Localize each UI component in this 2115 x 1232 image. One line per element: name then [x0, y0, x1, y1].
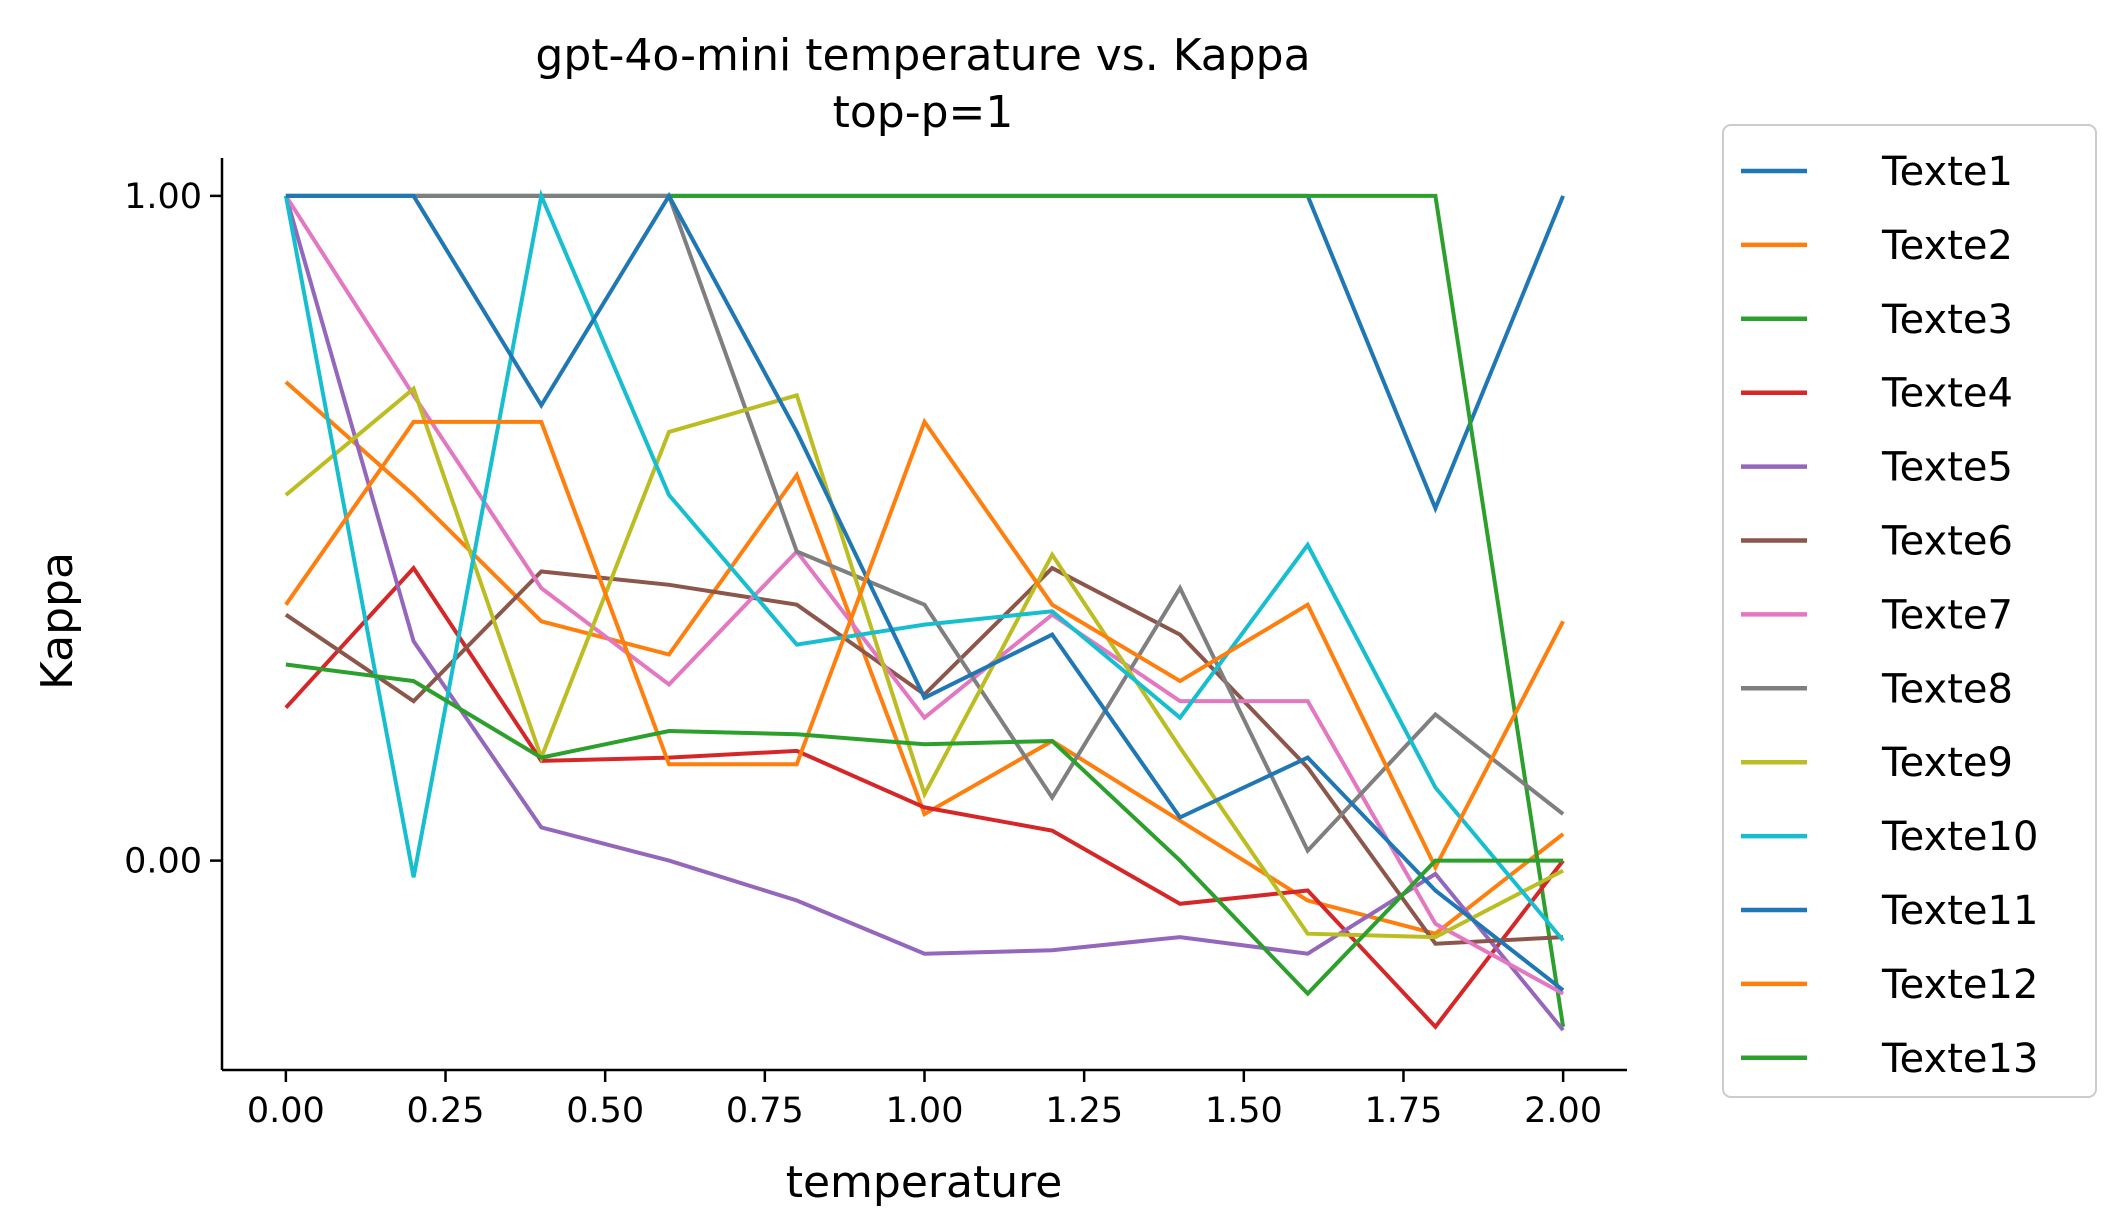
plot-lines [283, 189, 1566, 1032]
x-tick-label: 0.25 [407, 1091, 485, 1131]
x-ticks: 0.00 0.25 0.50 0.75 1.00 1.25 1.50 1.75 2.00 [247, 1070, 1602, 1131]
legend-label: Texte7 [1881, 592, 2013, 638]
legend-item: Texte1 [1741, 149, 2013, 195]
legend-item: Texte10 [1741, 814, 2038, 860]
series-line-texte7 [284, 194, 1565, 996]
x-tick-label: 0.75 [726, 1091, 804, 1131]
legend-label: Texte2 [1881, 223, 2013, 269]
legend-item: Texte4 [1741, 371, 2013, 417]
legend-frame [1722, 124, 2097, 1098]
legend-label: Texte8 [1881, 666, 2013, 712]
y-tick-label: 0.00 [124, 842, 202, 882]
legend-item: Texte6 [1741, 519, 2013, 565]
series-line-texte5 [283, 195, 1565, 1032]
legend-label: Texte1 [1881, 149, 2013, 195]
series-line-texte12 [284, 417, 1565, 872]
x-tick-label: 1.00 [886, 1091, 964, 1131]
series-line-texte11 [285, 191, 1565, 992]
x-tick-label: 2.00 [1524, 1091, 1602, 1131]
legend-item: Texte13 [1741, 1036, 2038, 1082]
x-tick-label: 0.00 [247, 1091, 325, 1131]
legend-label: Texte5 [1881, 445, 2013, 491]
legend-label: Texte9 [1881, 740, 2013, 786]
legend-item: Texte12 [1741, 962, 2038, 1008]
legend-label: Texte13 [1881, 1036, 2038, 1082]
x-tick-label: 0.50 [566, 1091, 644, 1131]
legend-item: Texte5 [1741, 445, 2013, 491]
legend-item: Texte9 [1741, 740, 2013, 786]
series-line-texte13 [285, 662, 1564, 997]
legend-item: Texte7 [1741, 592, 2013, 638]
legend-item: Texte3 [1741, 297, 2013, 343]
y-ticks: 0.00 1.00 [124, 177, 222, 882]
legend-label: Texte11 [1881, 888, 2038, 934]
legend: Texte1 Texte2 Texte3 Texte4 Texte5 Texte6 Text… [1722, 124, 2097, 1098]
legend-label: Texte6 [1881, 519, 2013, 565]
series-line-texte2 [284, 380, 1565, 936]
x-axis-label: temperature [786, 1157, 1063, 1208]
series-line-texte1 [285, 193, 1565, 514]
legend-label: Texte12 [1881, 962, 2038, 1008]
chart-subtitle: top-p=1 [833, 87, 1014, 138]
x-tick-label: 1.25 [1045, 1091, 1123, 1131]
legend-item: Texte2 [1741, 223, 2013, 269]
legend-label: Texte3 [1881, 297, 2013, 343]
series-line-texte3 [285, 193, 1566, 1028]
x-tick-label: 1.75 [1365, 1091, 1443, 1131]
chart-title: gpt-4o-mini temperature vs. Kappa [535, 30, 1310, 81]
legend-item: Texte8 [1741, 666, 2013, 712]
x-tick-label: 1.50 [1205, 1091, 1283, 1131]
series-line-texte9 [284, 385, 1565, 940]
y-tick-label: 1.00 [124, 177, 202, 217]
series-line-texte8 [285, 193, 1565, 855]
legend-label: Texte10 [1881, 814, 2038, 860]
legend-label: Texte4 [1881, 371, 2013, 417]
legend-items: Texte1 Texte2 Texte3 Texte4 Texte5 Texte6 Text… [1741, 149, 2038, 1082]
legend-item: Texte11 [1741, 888, 2038, 934]
y-axis-label: Kappa [32, 552, 83, 690]
